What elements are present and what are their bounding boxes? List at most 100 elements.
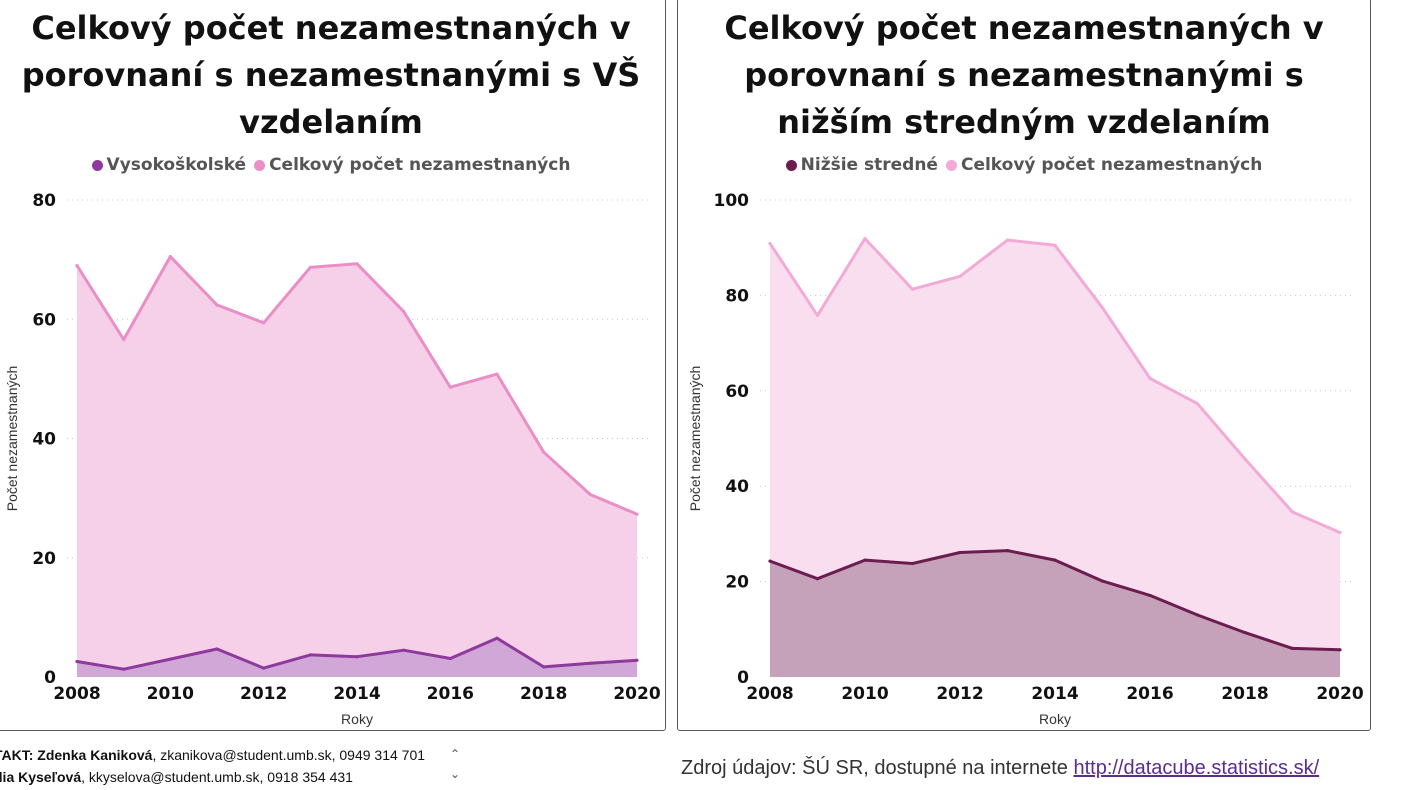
y-tick-label: 80 xyxy=(725,286,749,306)
legend-item-celkovy[interactable]: Celkový počet nezamestnaných xyxy=(254,155,570,175)
x-tick-label: 2014 xyxy=(333,684,380,704)
data-point xyxy=(1243,457,1247,461)
legend-item-vysokoskolske[interactable]: Vysokoškolské xyxy=(91,155,247,175)
area-chart-vs: 0 20 40 60 80 2008 2010 2012 2014 2016 2018 2020 Rok… xyxy=(4,191,661,727)
data-point xyxy=(355,262,359,266)
data-point xyxy=(1100,306,1105,310)
data-point xyxy=(308,653,312,657)
data-point xyxy=(1148,376,1152,380)
x-axis-title: Roky xyxy=(1039,711,1071,727)
contact-text: TAKT: Zdenka Kaniková, zkanikova@student… xyxy=(0,744,446,788)
x-tick-label: 2008 xyxy=(53,684,100,704)
data-point xyxy=(768,241,772,246)
data-point xyxy=(1005,548,1010,553)
data-point xyxy=(1290,646,1295,650)
y-tick-label: 0 xyxy=(44,668,56,688)
data-point xyxy=(1100,579,1105,583)
data-point xyxy=(588,661,592,665)
source-text: Zdroj údajov: ŠÚ SR, dostupné na interne… xyxy=(681,757,1074,779)
data-source: Zdroj údajov: ŠÚ SR, dostupné na interne… xyxy=(681,757,1319,780)
data-point xyxy=(635,658,639,662)
chart-legend: Vysokoškolské Celkový počet nezamestnaný… xyxy=(0,155,665,175)
data-point xyxy=(448,656,452,661)
contact-line: dia Kyseľová, kkyselova@student.umb.sk, … xyxy=(0,766,446,788)
data-point xyxy=(308,265,312,269)
legend-marker xyxy=(91,159,103,171)
y-tick-label: 20 xyxy=(725,573,749,593)
data-point xyxy=(495,636,499,640)
area-chart-nizsie-stredne: 0 20 40 60 80 100 2008 2010 2012 2014 2016 2018 2020… xyxy=(687,191,1364,727)
chevron-down-icon[interactable]: ⌄ xyxy=(449,767,461,781)
legend-marker xyxy=(785,159,797,171)
data-point xyxy=(122,337,126,342)
chart-legend: Nižšie stredné Celkový počet nezamestnan… xyxy=(678,155,1370,175)
data-point xyxy=(1290,510,1295,514)
y-tick-label: 80 xyxy=(32,191,56,211)
data-point xyxy=(1243,631,1247,635)
data-point xyxy=(815,313,820,318)
legend-item-nizsie-stredne[interactable]: Nižšie stredné xyxy=(785,155,938,175)
text-scroller[interactable]: ⌃ ⌄ xyxy=(446,744,464,788)
data-point xyxy=(863,558,867,562)
x-axis-title: Roky xyxy=(341,711,373,727)
data-point xyxy=(1005,238,1010,242)
chart-panel-vs: Celkový počet nezamestnaných v porovnaní… xyxy=(0,0,666,731)
source-link[interactable]: http://datacube.statistics.sk/ xyxy=(1073,757,1320,779)
data-point xyxy=(588,492,592,497)
y-tick-label: 40 xyxy=(32,430,56,450)
chevron-up-icon[interactable]: ⌃ xyxy=(449,747,461,761)
legend-label: Nižšie stredné xyxy=(800,155,938,175)
x-tick-label: 2016 xyxy=(427,684,474,704)
y-tick-label: 20 xyxy=(32,549,56,569)
data-point xyxy=(215,647,219,651)
legend-item-celkovy[interactable]: Celkový počet nezamestnaných xyxy=(945,155,1263,175)
data-point xyxy=(542,665,546,669)
x-tick-label: 2018 xyxy=(1221,684,1268,704)
data-point xyxy=(122,667,126,671)
data-point xyxy=(402,648,406,652)
contact-details: , zkanikova@student.umb.sk, 0949 314 701 xyxy=(152,747,426,763)
chart-title: Celkový počet nezamestnaných v porovnaní… xyxy=(724,9,1324,141)
x-tick-label: 2016 xyxy=(1126,684,1173,704)
x-tick-label: 2008 xyxy=(746,684,793,704)
data-point xyxy=(958,274,962,278)
data-point xyxy=(355,655,359,659)
y-axis-title: Počet nezamestnaných xyxy=(687,366,703,512)
data-point xyxy=(168,657,172,661)
contact-line: TAKT: Zdenka Kaniková, zkanikova@student… xyxy=(0,744,446,766)
data-point xyxy=(958,550,962,555)
data-point xyxy=(1053,558,1057,562)
x-tick-label: 2018 xyxy=(520,684,567,704)
y-tick-label: 40 xyxy=(725,477,749,497)
contact-name: dia Kyseľová xyxy=(0,769,82,785)
data-point xyxy=(635,512,639,516)
contact-name: TAKT: Zdenka Kaniková xyxy=(0,747,153,763)
data-point xyxy=(1338,648,1342,652)
data-point xyxy=(1195,402,1200,406)
data-point xyxy=(1053,243,1057,247)
data-point xyxy=(1195,613,1200,617)
data-point xyxy=(863,237,867,241)
chart-panel-nizsie-stredne: Celkový počet nezamestnaných v porovnaní… xyxy=(677,0,1371,731)
legend-marker xyxy=(945,159,957,171)
data-point xyxy=(910,561,915,566)
x-tick-label: 2010 xyxy=(147,684,194,704)
data-point xyxy=(75,263,79,268)
y-tick-label: 60 xyxy=(32,310,56,330)
legend-label: Celkový počet nezamestnaných xyxy=(269,155,571,175)
data-point xyxy=(448,385,452,389)
x-tick-label: 2020 xyxy=(1316,684,1363,704)
y-tick-label: 0 xyxy=(737,668,749,688)
x-tick-label: 2010 xyxy=(841,684,888,704)
data-point xyxy=(1148,593,1152,598)
y-tick-label: 100 xyxy=(714,191,750,211)
legend-label: Celkový počet nezamestnaných xyxy=(960,155,1263,175)
legend-label: Vysokoškolské xyxy=(106,155,247,175)
data-point xyxy=(215,303,219,307)
area-fill xyxy=(77,256,637,677)
x-tick-label: 2012 xyxy=(240,684,287,704)
data-point xyxy=(262,321,266,325)
chart-title: Celkový počet nezamestnaných v porovnaní… xyxy=(21,9,641,141)
data-point xyxy=(262,666,266,670)
contact-details: , kkyselova@student.umb.sk, 0918 354 431 xyxy=(81,769,353,785)
